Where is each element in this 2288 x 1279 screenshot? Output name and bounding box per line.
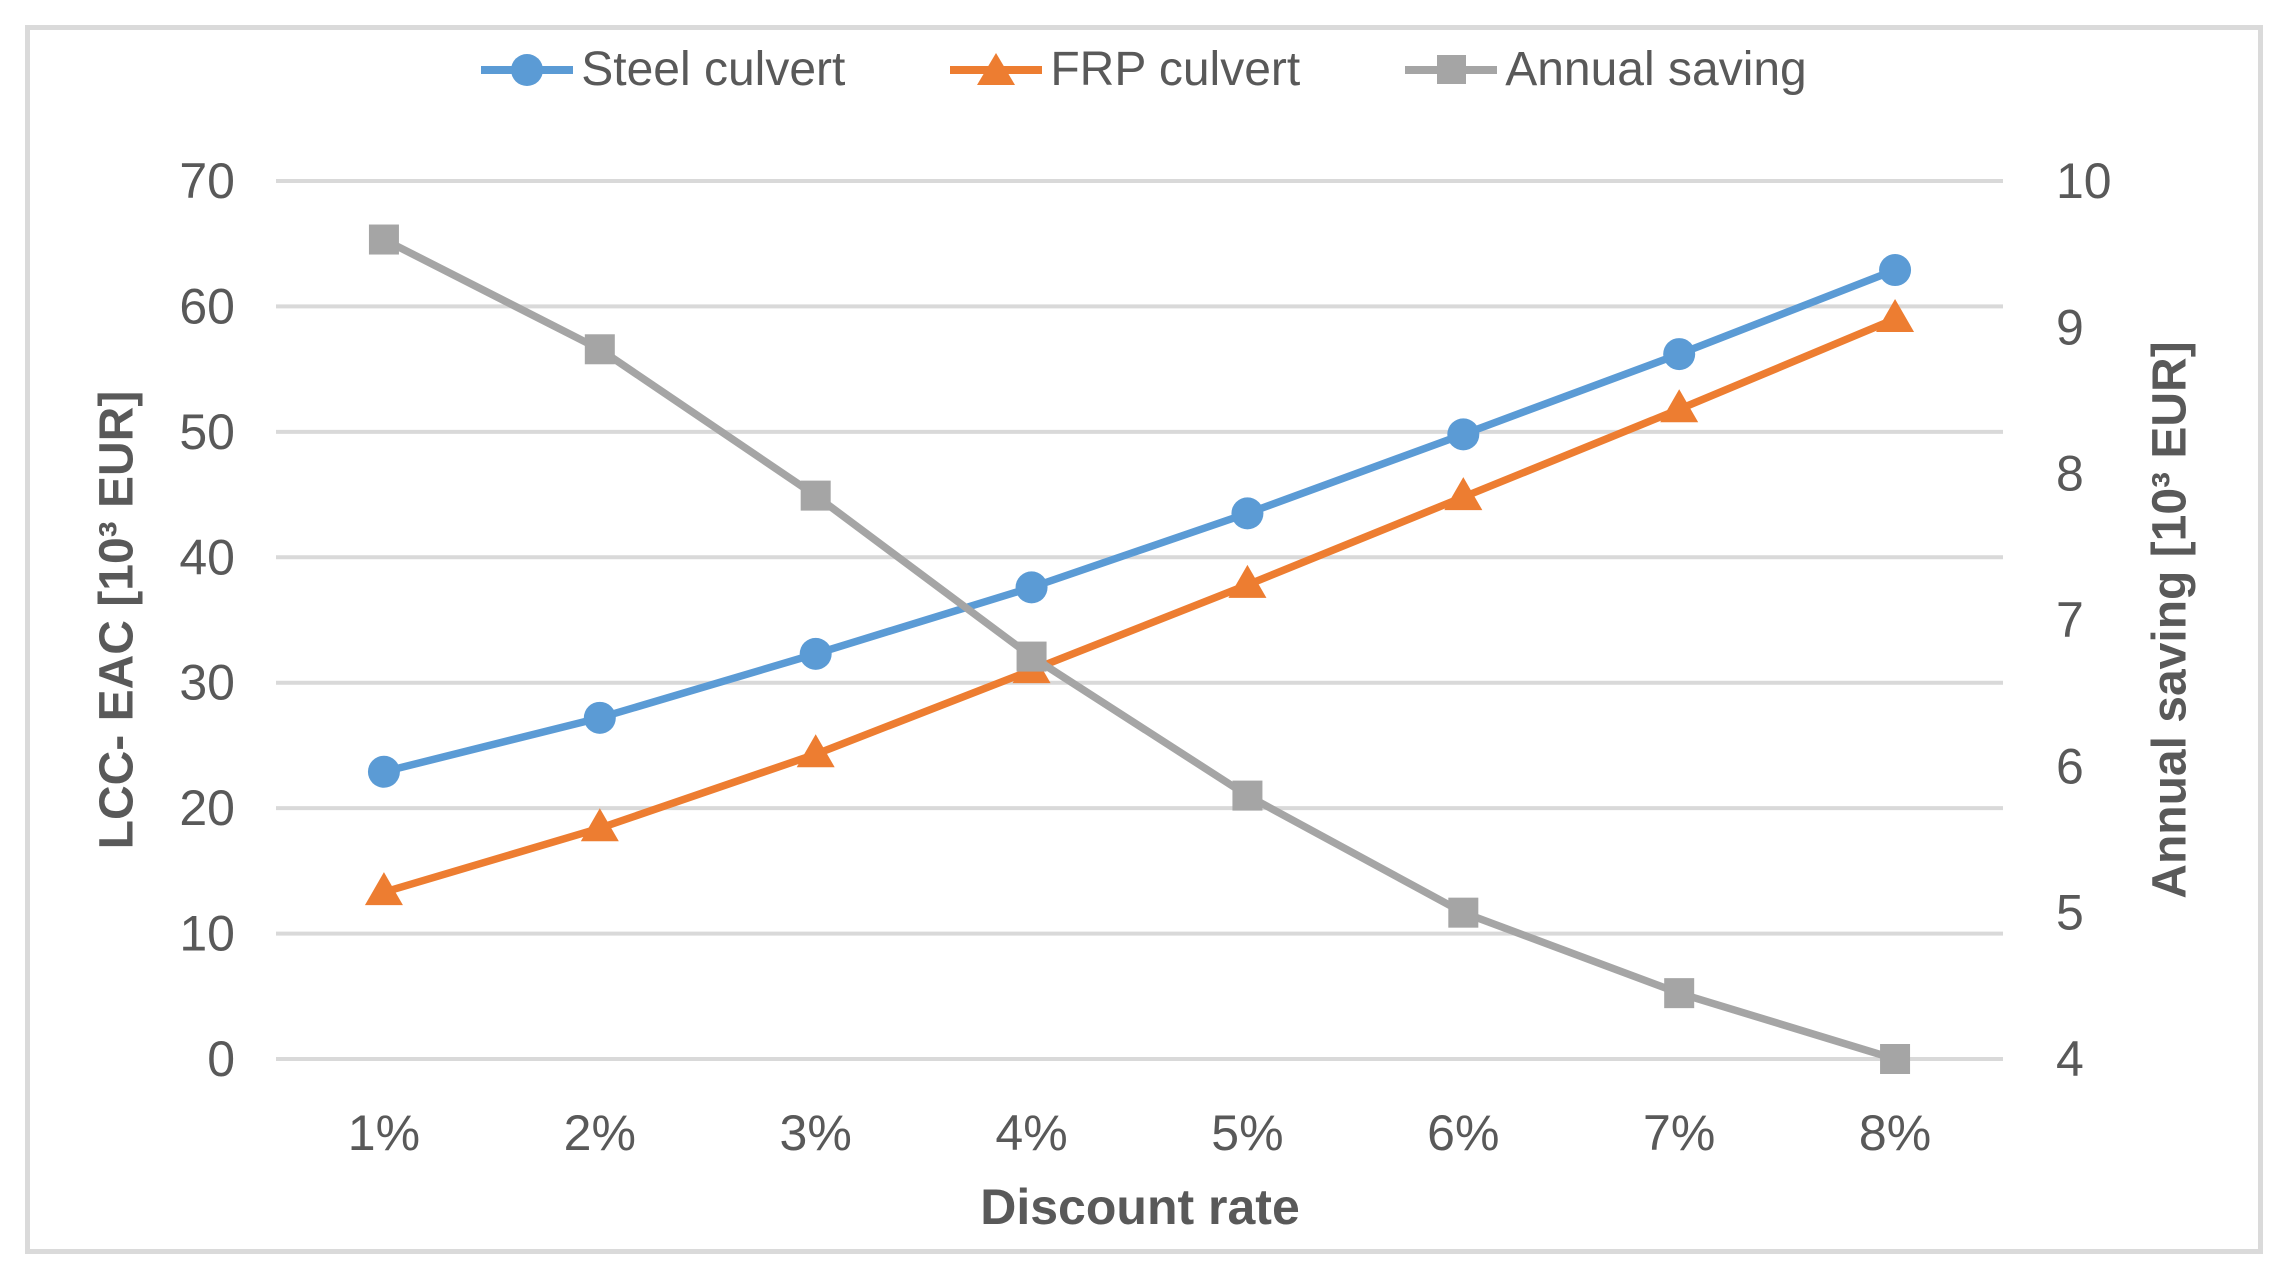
data-point-square bbox=[1448, 897, 1479, 928]
right-axis-title: Annual saving [10³ EUR] bbox=[2143, 341, 2197, 899]
x-axis-tick-label: 2% bbox=[564, 1105, 636, 1161]
left-axis-title: LCC- EAC [10³ EUR] bbox=[90, 390, 144, 850]
data-point-triangle bbox=[1444, 477, 1483, 511]
right-axis-tick-label: 4 bbox=[2056, 1031, 2084, 1087]
right-axis-tick-label: 6 bbox=[2056, 738, 2084, 794]
legend-label: Steel culvert bbox=[581, 43, 846, 96]
square-marker-icon bbox=[1436, 55, 1466, 84]
legend-label: FRP culvert bbox=[1050, 43, 1301, 96]
data-point-circle bbox=[1015, 571, 1048, 604]
right-axis-tick-label: 9 bbox=[2056, 299, 2084, 355]
frp-culvert-marker-icon bbox=[950, 50, 1043, 90]
left-axis-tick-label: 50 bbox=[179, 404, 235, 460]
data-point-square bbox=[1880, 1044, 1911, 1074]
legend-item-annual-saving: Annual saving bbox=[1405, 42, 1807, 97]
x-axis-tick-label: 6% bbox=[1427, 1105, 1499, 1161]
annual-saving-marker-icon bbox=[1405, 50, 1498, 90]
data-point-circle bbox=[1879, 254, 1912, 287]
legend-label: Annual saving bbox=[1505, 43, 1807, 96]
data-point-circle bbox=[1231, 497, 1264, 530]
left-axis-tick-label: 30 bbox=[179, 655, 235, 711]
data-point-circle bbox=[1447, 418, 1480, 451]
x-axis-tick-label: 3% bbox=[780, 1105, 852, 1161]
chart-border bbox=[25, 25, 2263, 1254]
data-point-square bbox=[800, 480, 831, 511]
left-axis-tick-label: 20 bbox=[179, 780, 235, 836]
left-axis-tick-label: 60 bbox=[179, 278, 235, 334]
data-point-square bbox=[1664, 978, 1695, 1009]
series-line-frp-culvert bbox=[380, 315, 1899, 896]
x-axis-tick-label: 5% bbox=[1211, 1105, 1283, 1161]
data-point-square bbox=[1016, 641, 1047, 672]
x-axis-tick-label: 4% bbox=[995, 1105, 1067, 1161]
series-line-annual-saving bbox=[380, 235, 1899, 1063]
data-point-triangle bbox=[364, 872, 403, 906]
legend: Steel culvert FRP culvert Annual saving bbox=[0, 42, 2288, 97]
right-axis-tick-label: 10 bbox=[2056, 153, 2112, 209]
data-point-square bbox=[368, 224, 399, 255]
legend-item-steel-culvert: Steel culvert bbox=[481, 42, 845, 97]
data-point-circle bbox=[367, 755, 400, 788]
data-point-circle bbox=[583, 701, 616, 734]
x-axis-tick-label: 7% bbox=[1643, 1105, 1715, 1161]
left-axis-tick-label: 10 bbox=[179, 906, 235, 962]
series-line-steel-culvert bbox=[380, 266, 1899, 776]
x-axis-tick-label: 8% bbox=[1859, 1105, 1931, 1161]
data-point-triangle bbox=[1660, 389, 1699, 423]
data-point-triangle bbox=[1876, 298, 1915, 332]
x-axis-tick-label: 1% bbox=[348, 1105, 420, 1161]
left-axis-tick-label: 70 bbox=[179, 153, 235, 209]
left-axis-tick-label: 0 bbox=[207, 1031, 235, 1087]
steel-culvert-marker-icon bbox=[481, 50, 574, 90]
data-point-triangle bbox=[1228, 564, 1267, 598]
circle-marker-icon bbox=[511, 53, 544, 86]
legend-item-frp-culvert: FRP culvert bbox=[950, 42, 1300, 97]
data-point-circle bbox=[799, 637, 832, 670]
data-point-square bbox=[1232, 780, 1263, 811]
right-axis-tick-label: 5 bbox=[2056, 885, 2084, 941]
data-point-triangle bbox=[580, 808, 619, 842]
data-point-triangle bbox=[796, 734, 835, 768]
right-axis-tick-label: 7 bbox=[2056, 592, 2084, 648]
triangle-marker-icon bbox=[977, 52, 1016, 85]
x-axis-title: Discount rate bbox=[980, 1179, 1300, 1235]
left-axis-tick-label: 40 bbox=[179, 529, 235, 585]
data-point-circle bbox=[1663, 338, 1696, 371]
data-point-square bbox=[584, 334, 615, 365]
right-axis-tick-label: 8 bbox=[2056, 446, 2084, 502]
